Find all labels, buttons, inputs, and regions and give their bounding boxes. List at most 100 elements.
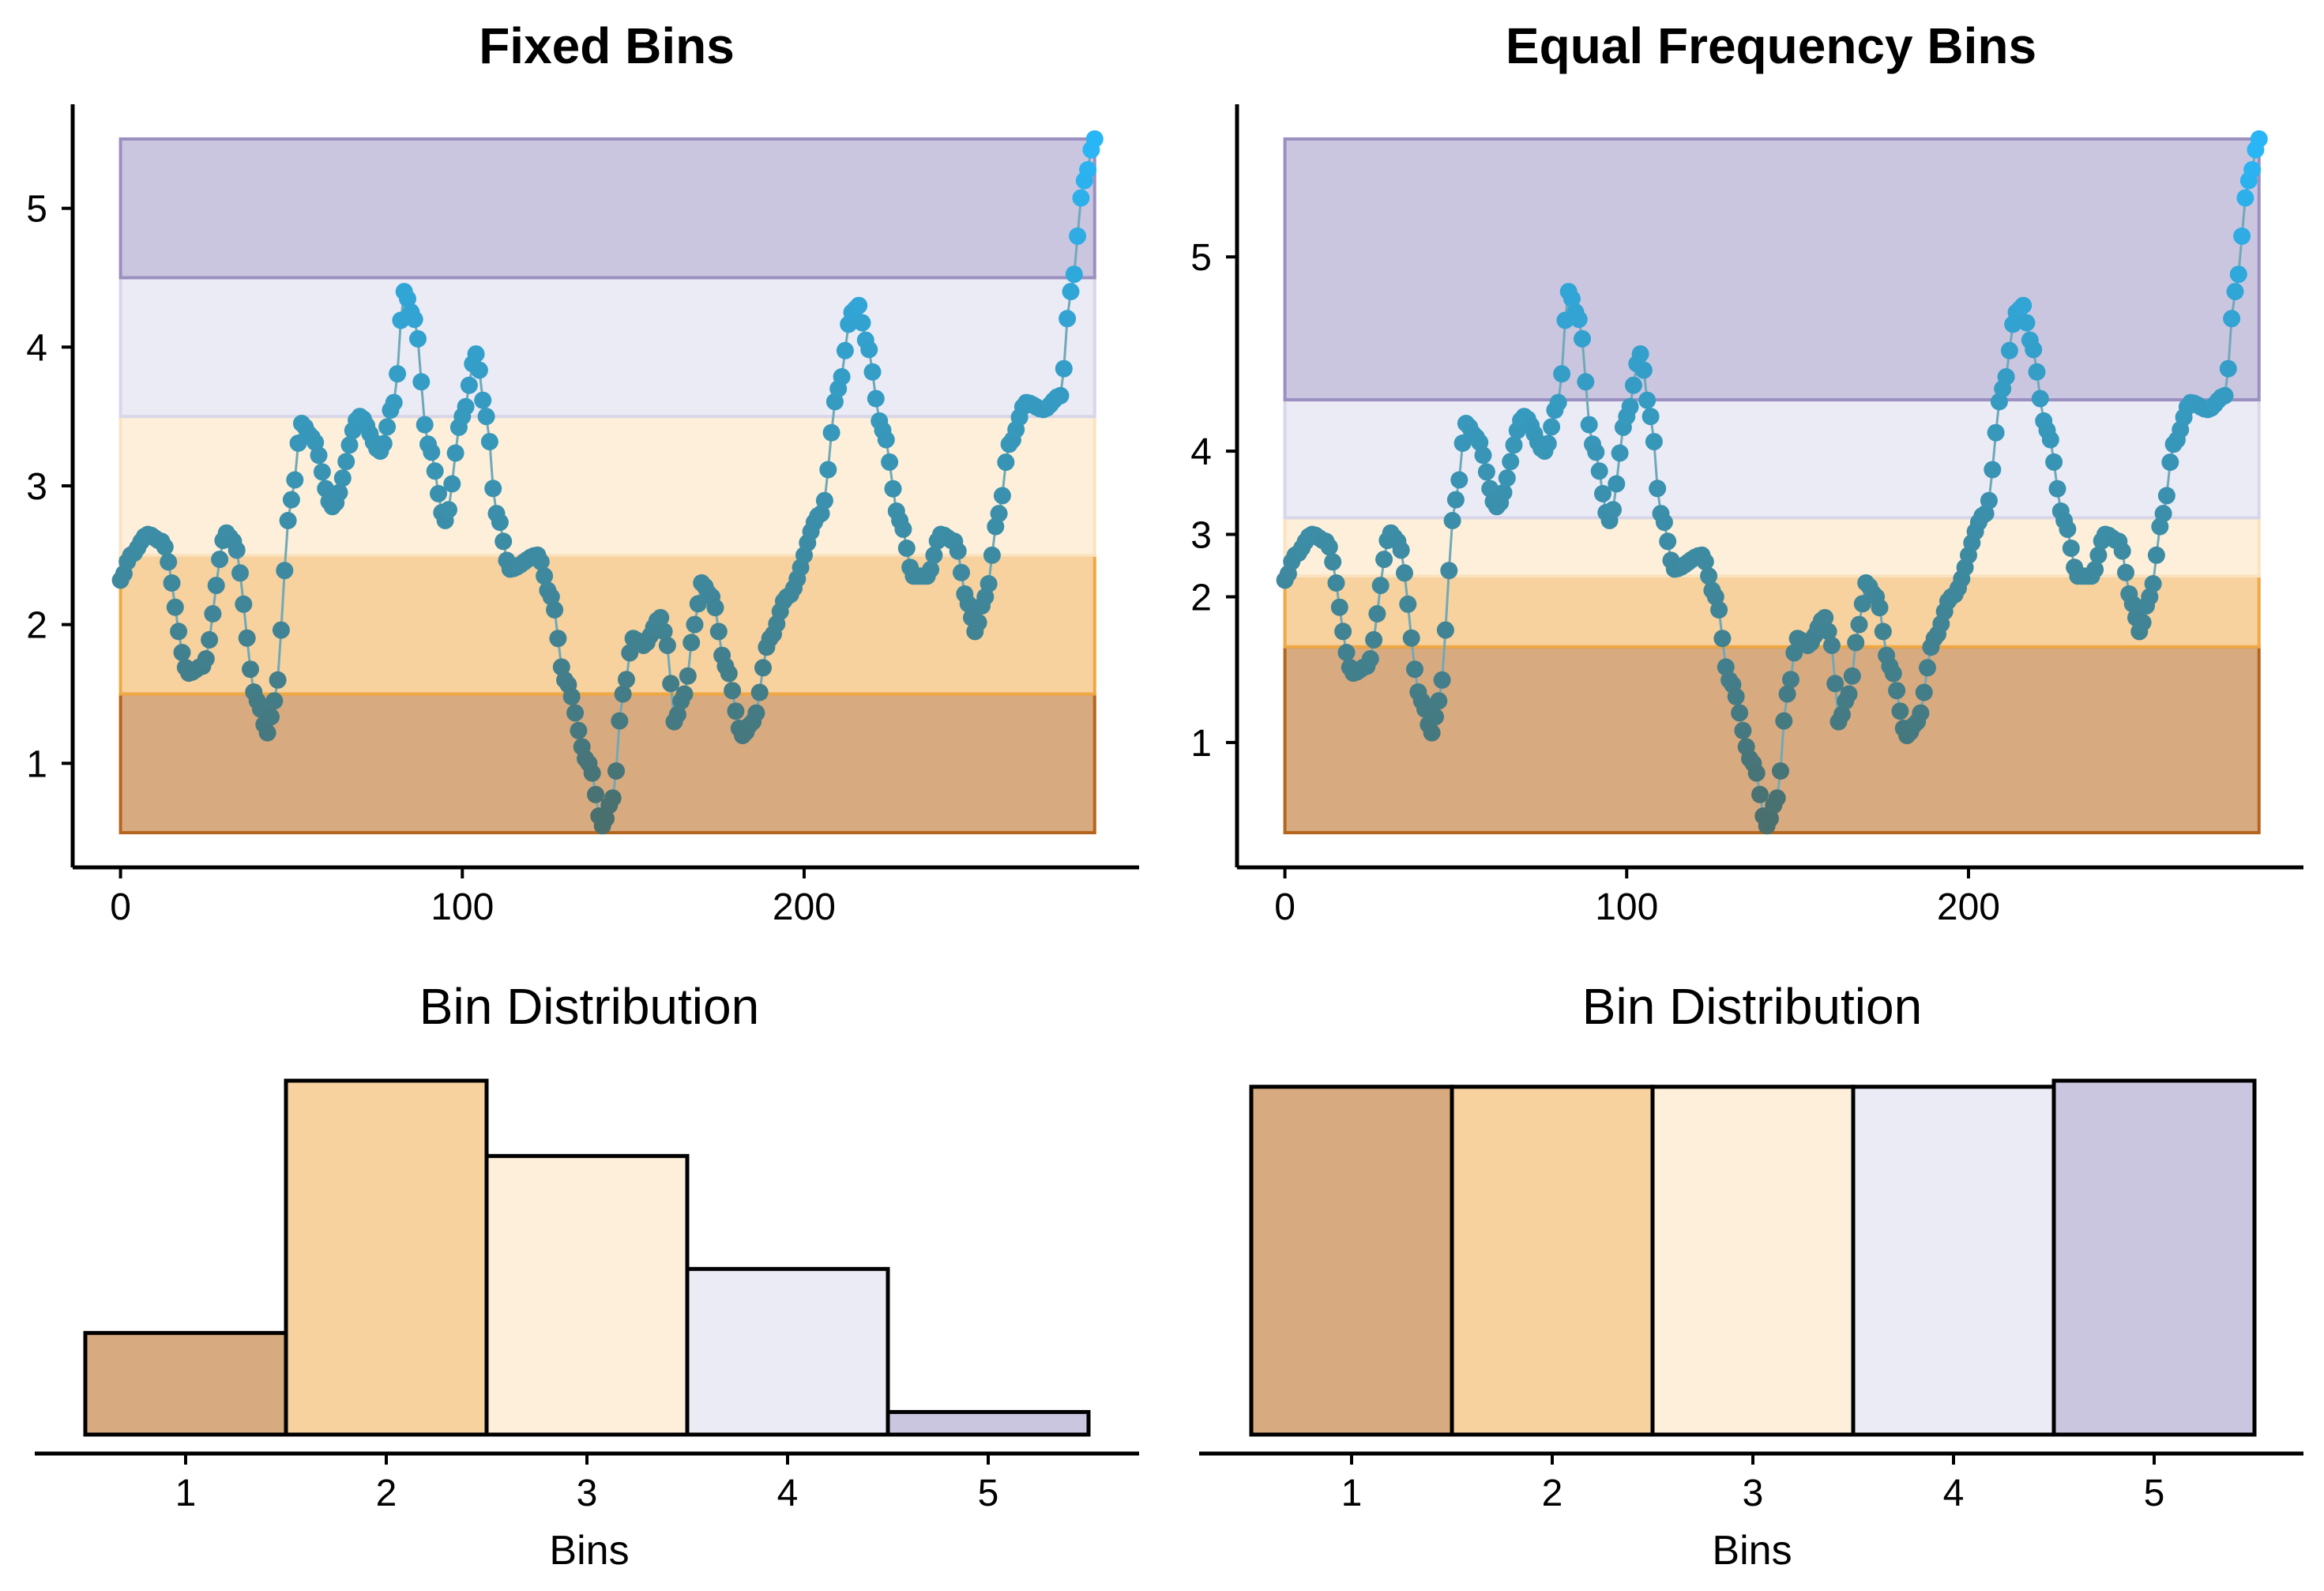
data-point — [570, 721, 588, 739]
data-point — [1843, 667, 1861, 685]
data-point — [815, 491, 833, 510]
data-point — [959, 595, 977, 613]
data-point — [1371, 577, 1390, 595]
data-point — [426, 462, 444, 480]
data-point — [333, 469, 352, 487]
data-point — [1604, 501, 1622, 519]
data-point — [1505, 436, 1523, 454]
data-point — [443, 475, 461, 493]
data-point — [170, 622, 188, 641]
data-point — [385, 393, 403, 412]
data-point — [976, 588, 995, 606]
x-tick-label: 200 — [773, 886, 836, 928]
y-tick-label: 4 — [26, 327, 47, 369]
data-point — [1621, 397, 1639, 416]
data-point — [2018, 314, 2036, 332]
data-point — [2250, 130, 2268, 148]
data-point — [587, 785, 604, 803]
data-point — [1406, 660, 1423, 679]
bin-distribution-fixed-title: Bin Distribution — [419, 978, 759, 1035]
data-point — [1696, 553, 1714, 571]
bin-distribution-equal-bars — [1249, 1078, 2257, 1437]
data-point — [1638, 391, 1657, 409]
data-point — [166, 598, 184, 616]
data-point — [1816, 608, 1834, 626]
data-point — [1427, 708, 1444, 726]
data-point — [1590, 462, 1608, 480]
data-point — [1706, 588, 1724, 606]
bin-5-band — [1283, 137, 2261, 402]
y-tick-label: 3 — [26, 466, 47, 508]
x-tick-label: 100 — [431, 886, 494, 928]
data-point — [374, 434, 393, 453]
data-point — [1446, 491, 1465, 509]
x-tick-label: 0 — [1274, 886, 1295, 928]
bin-distribution-fixed-panel: Bin Distribution 1 2 3 4 5 Bins — [35, 978, 1139, 1574]
data-point — [2000, 341, 2018, 359]
data-point — [446, 444, 464, 462]
data-point — [1980, 491, 1998, 510]
data-point — [980, 575, 998, 592]
y-tick-label: 5 — [26, 189, 47, 231]
data-point — [1608, 475, 1626, 493]
data-point — [863, 363, 882, 381]
data-point — [1912, 704, 1930, 722]
y-tick-label: 2 — [26, 605, 47, 647]
bin-5-band — [118, 137, 1096, 280]
data-point — [1399, 595, 1417, 613]
data-point — [1334, 622, 1352, 641]
data-point — [430, 484, 447, 502]
x-tick-label: 1 — [1341, 1473, 1363, 1514]
data-point — [2113, 542, 2131, 560]
data-point — [1423, 724, 1441, 742]
data-point — [378, 418, 397, 436]
data-point — [1365, 630, 1383, 649]
data-point — [279, 512, 297, 529]
data-point — [262, 708, 280, 726]
x-tick-label: 0 — [110, 886, 131, 928]
data-point — [860, 340, 878, 359]
data-point — [1477, 463, 1495, 481]
data-point — [1059, 310, 1077, 328]
data-point — [1436, 621, 1454, 639]
data-point — [1549, 393, 1567, 412]
data-point — [1402, 629, 1420, 647]
data-point — [310, 446, 328, 465]
data-point — [2134, 614, 2152, 631]
data-point — [1645, 433, 1663, 451]
data-point — [949, 542, 967, 560]
data-point — [1051, 386, 1070, 404]
equal-frequency-bins-title: Equal Frequency Bins — [1506, 17, 2036, 74]
data-point — [1396, 564, 1413, 582]
data-point — [2147, 546, 2165, 564]
data-point — [1498, 469, 1516, 487]
fixed-bins-points — [111, 130, 1104, 835]
data-point — [1850, 615, 1868, 634]
bin-distribution-equal-x-label: Bins — [1712, 1528, 1792, 1574]
data-point — [340, 436, 359, 454]
x-tick-label: 3 — [577, 1473, 598, 1514]
data-point — [276, 562, 294, 580]
data-point — [1747, 764, 1766, 782]
data-point — [1734, 721, 1752, 739]
data-point — [604, 789, 622, 807]
data-point — [286, 471, 304, 489]
data-point — [850, 296, 868, 314]
data-point — [1543, 418, 1561, 436]
bar-bin-4 — [1851, 1085, 2056, 1437]
data-point — [747, 704, 765, 722]
data-point — [1987, 423, 2005, 442]
data-point — [1919, 659, 1936, 677]
bin-2-band — [118, 553, 1096, 696]
bin-4-band — [118, 276, 1096, 419]
x-tick-label: 5 — [978, 1473, 999, 1514]
y-tick-label: 1 — [1190, 723, 1212, 765]
x-tick-label: 1 — [175, 1473, 197, 1514]
data-point — [389, 365, 407, 383]
y-tick-label: 1 — [26, 743, 47, 785]
data-point — [1778, 685, 1796, 703]
data-point — [2216, 386, 2234, 404]
data-point — [953, 563, 970, 581]
data-point — [258, 724, 276, 742]
data-point — [1819, 622, 1837, 641]
